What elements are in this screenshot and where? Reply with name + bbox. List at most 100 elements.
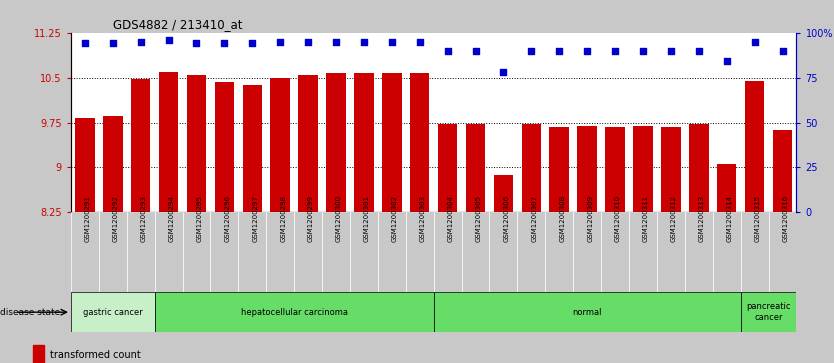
Bar bbox=[154, 292, 434, 332]
Bar bbox=[410, 73, 430, 212]
Bar bbox=[158, 72, 178, 212]
Bar bbox=[661, 127, 681, 212]
Text: GSM1200299: GSM1200299 bbox=[308, 195, 314, 242]
Point bbox=[580, 48, 594, 54]
Point bbox=[441, 48, 455, 54]
Bar bbox=[521, 124, 541, 212]
Text: GSM1200304: GSM1200304 bbox=[448, 195, 454, 242]
Bar bbox=[243, 85, 262, 212]
Text: GSM1200308: GSM1200308 bbox=[560, 195, 565, 242]
Bar bbox=[494, 175, 513, 212]
Text: GSM1200314: GSM1200314 bbox=[726, 195, 733, 242]
Point bbox=[385, 39, 399, 45]
Text: gastric cancer: gastric cancer bbox=[83, 308, 143, 317]
Bar bbox=[713, 212, 741, 292]
Bar bbox=[465, 124, 485, 212]
Text: GSM1200307: GSM1200307 bbox=[531, 195, 537, 242]
Bar bbox=[717, 164, 736, 212]
Point bbox=[218, 41, 231, 46]
Bar bbox=[266, 212, 294, 292]
Bar bbox=[629, 212, 657, 292]
Text: GSM1200295: GSM1200295 bbox=[197, 195, 203, 242]
Bar bbox=[461, 212, 490, 292]
Text: GDS4882 / 213410_at: GDS4882 / 213410_at bbox=[113, 18, 242, 31]
Bar bbox=[354, 73, 374, 212]
Point bbox=[525, 48, 538, 54]
Bar bbox=[183, 212, 210, 292]
Point bbox=[636, 48, 650, 54]
Bar bbox=[741, 292, 796, 332]
Bar bbox=[434, 212, 461, 292]
Bar bbox=[438, 124, 457, 212]
Text: GSM1200298: GSM1200298 bbox=[280, 195, 286, 242]
Text: GSM1200303: GSM1200303 bbox=[420, 195, 425, 242]
Bar bbox=[71, 292, 154, 332]
Bar bbox=[605, 127, 625, 212]
Bar bbox=[326, 73, 346, 212]
Text: GSM1200305: GSM1200305 bbox=[475, 195, 481, 242]
Point bbox=[720, 58, 733, 64]
Bar bbox=[601, 212, 629, 292]
Bar bbox=[154, 212, 183, 292]
Bar bbox=[75, 118, 94, 212]
Text: GSM1200310: GSM1200310 bbox=[615, 195, 621, 242]
Bar bbox=[545, 212, 573, 292]
Bar bbox=[103, 116, 123, 212]
Text: GSM1200293: GSM1200293 bbox=[141, 195, 147, 242]
Bar bbox=[350, 212, 378, 292]
Point bbox=[413, 39, 426, 45]
Bar bbox=[210, 212, 239, 292]
Point bbox=[162, 37, 175, 43]
Text: GSM1200292: GSM1200292 bbox=[113, 195, 118, 242]
Point bbox=[190, 41, 203, 46]
Bar bbox=[577, 126, 597, 212]
Text: GSM1200294: GSM1200294 bbox=[168, 195, 174, 242]
Bar bbox=[633, 126, 653, 212]
Point bbox=[692, 48, 706, 54]
Text: GSM1200296: GSM1200296 bbox=[224, 195, 230, 242]
Bar bbox=[98, 212, 127, 292]
Text: GSM1200306: GSM1200306 bbox=[504, 195, 510, 242]
Bar bbox=[382, 73, 402, 212]
Text: GSM1200313: GSM1200313 bbox=[699, 195, 705, 242]
Text: GSM1200302: GSM1200302 bbox=[392, 195, 398, 242]
Text: hepatocellular carcinoma: hepatocellular carcinoma bbox=[241, 308, 348, 317]
Text: GSM1200301: GSM1200301 bbox=[364, 195, 370, 242]
Text: GSM1200315: GSM1200315 bbox=[755, 195, 761, 242]
Text: GSM1200316: GSM1200316 bbox=[782, 195, 788, 242]
Bar bbox=[71, 212, 98, 292]
Text: GSM1200291: GSM1200291 bbox=[85, 195, 91, 242]
Bar bbox=[214, 82, 234, 212]
Point bbox=[664, 48, 677, 54]
Bar bbox=[550, 127, 569, 212]
Point bbox=[357, 39, 370, 45]
Point bbox=[553, 48, 566, 54]
Bar bbox=[773, 130, 792, 212]
Point bbox=[608, 48, 621, 54]
Text: disease state: disease state bbox=[0, 308, 60, 317]
Text: GSM1200300: GSM1200300 bbox=[336, 195, 342, 242]
Point bbox=[274, 39, 287, 45]
Bar bbox=[573, 212, 601, 292]
Bar bbox=[131, 79, 150, 212]
Bar bbox=[299, 75, 318, 212]
Bar bbox=[741, 212, 769, 292]
Bar bbox=[406, 212, 434, 292]
Text: pancreatic
cancer: pancreatic cancer bbox=[746, 302, 791, 322]
Text: GSM1200309: GSM1200309 bbox=[587, 195, 593, 242]
Text: GSM1200297: GSM1200297 bbox=[252, 195, 259, 242]
Bar bbox=[685, 212, 713, 292]
Bar bbox=[517, 212, 545, 292]
Bar bbox=[490, 212, 517, 292]
Bar bbox=[769, 212, 796, 292]
Point bbox=[106, 41, 119, 46]
Bar bbox=[434, 292, 741, 332]
Point bbox=[329, 39, 343, 45]
Text: normal: normal bbox=[572, 308, 602, 317]
Point bbox=[134, 39, 148, 45]
Bar bbox=[33, 345, 43, 363]
Point bbox=[497, 69, 510, 75]
Point bbox=[78, 41, 92, 46]
Bar bbox=[127, 212, 154, 292]
Bar bbox=[239, 212, 266, 292]
